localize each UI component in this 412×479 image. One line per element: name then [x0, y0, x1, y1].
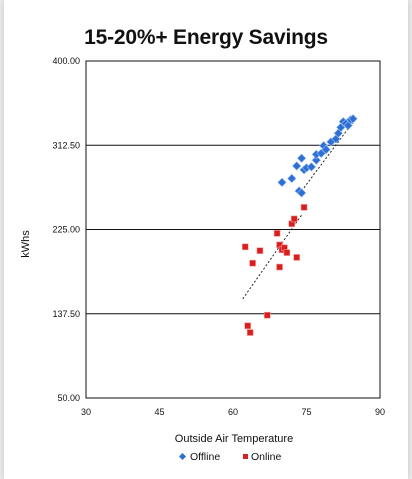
- legend-offline-marker: [178, 452, 187, 461]
- point-offline: [296, 188, 307, 198]
- legend-online-marker: [243, 454, 248, 459]
- point-offline: [321, 144, 331, 155]
- y-tick-label: 400.00: [52, 56, 80, 66]
- trendlines: [242, 118, 356, 300]
- point-online: [246, 329, 254, 336]
- point-offline: [292, 161, 302, 171]
- point-offline: [311, 155, 321, 165]
- point-online: [263, 311, 271, 319]
- x-tick-label: 45: [154, 407, 164, 417]
- y-tick-label: 137.50: [52, 309, 80, 319]
- y-tick-label: 312.50: [52, 140, 80, 150]
- point-online: [276, 263, 283, 271]
- point-online: [273, 230, 281, 237]
- point-online: [256, 247, 264, 254]
- legend: Offline Online: [178, 451, 282, 463]
- point-offline: [277, 177, 287, 187]
- point-online: [249, 259, 256, 267]
- x-tick-label: 75: [301, 407, 311, 417]
- x-tick-label: 60: [228, 407, 238, 417]
- point-offline: [287, 173, 297, 184]
- chart-card: 15-20%+ Energy Savings: [4, 0, 408, 479]
- y-tick-label: 50.00: [57, 393, 80, 403]
- trendline-online: [242, 214, 303, 300]
- chart-title: 15-20%+ Energy Savings: [84, 26, 328, 49]
- tick-labels: 50.00 137.50 225.00 312.50 400.00 30 45 60 75 90: [52, 56, 385, 417]
- point-online: [283, 249, 291, 256]
- point-online: [293, 254, 301, 261]
- legend-offline-label: Offline: [190, 451, 220, 463]
- x-axis-label: Outside Air Temperature: [175, 433, 293, 445]
- trendline-offline: [301, 118, 356, 192]
- y-tick-label: 225.00: [52, 225, 80, 235]
- legend-online-label: Online: [251, 451, 282, 463]
- point-offline: [296, 153, 307, 163]
- point-online: [244, 322, 251, 330]
- y-axis-label: kWhs: [20, 230, 32, 258]
- point-online: [300, 204, 308, 211]
- gridlines: [86, 144, 380, 315]
- point-online: [290, 215, 298, 223]
- x-tick-label: 90: [375, 407, 385, 417]
- point-offline: [348, 114, 358, 124]
- point-online: [241, 243, 249, 251]
- x-tick-label: 30: [81, 407, 91, 417]
- data-points: [241, 114, 358, 336]
- plot-area: [85, 60, 381, 399]
- point-offline: [306, 162, 317, 172]
